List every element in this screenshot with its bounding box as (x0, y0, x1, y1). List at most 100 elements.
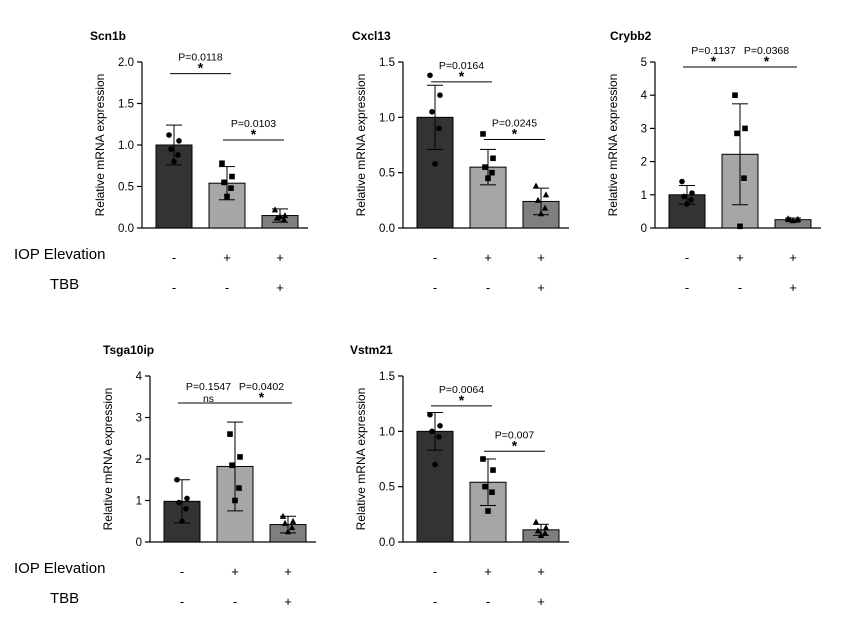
significance-label: * (459, 68, 465, 84)
data-point (490, 155, 496, 162)
data-point (742, 125, 748, 132)
y-tick-label: 1.5 (118, 99, 134, 111)
tbb-sign: + (537, 594, 545, 609)
significance-label: * (251, 126, 257, 142)
chart-title: Crybb2 (610, 29, 652, 43)
iop-sign: + (484, 564, 492, 579)
data-point (221, 179, 227, 186)
tbb-sign: + (789, 280, 797, 295)
iop-sign: + (284, 564, 292, 579)
y-tick-label: 0.5 (118, 182, 134, 194)
tbb-sign: - (685, 280, 689, 295)
y-tick-label: 1 (136, 496, 142, 508)
data-point (237, 454, 243, 460)
y-tick-label: 5 (641, 57, 647, 69)
significance-label: * (512, 437, 518, 453)
data-point (480, 131, 486, 137)
y-axis-label: Relative mRNA expression (101, 388, 115, 531)
data-point (227, 431, 233, 437)
data-point (490, 467, 496, 473)
p-value-label: P=0.007 (495, 429, 535, 441)
data-point (737, 223, 743, 230)
iop-sign: + (484, 250, 492, 265)
data-point (789, 217, 797, 224)
tbb-sign: - (233, 594, 237, 609)
p-value-label: P=0.1547 (186, 381, 231, 393)
tbb-sign: - (738, 280, 742, 295)
data-point (224, 193, 230, 200)
tbb-sign: - (486, 280, 490, 295)
y-tick-label: 1.5 (379, 371, 395, 383)
data-point (482, 164, 488, 170)
data-point (734, 130, 740, 137)
p-value-label: P=0.1137 (691, 45, 736, 57)
tbb-sign: - (433, 594, 437, 609)
p-value-label: P=0.0368 (744, 45, 789, 57)
significance-label: * (764, 53, 770, 69)
data-point (174, 476, 180, 483)
y-tick-label: 1.5 (379, 57, 395, 69)
data-point (176, 138, 182, 144)
data-point (279, 512, 287, 519)
tbb-sign: + (276, 280, 284, 295)
data-point (541, 204, 549, 211)
data-point (541, 529, 549, 536)
chart-tsga10ip: Tsga10ip Relative mRNA expression 0 1 2 3 4 - - +… (101, 343, 316, 609)
data-point (793, 216, 801, 223)
data-point (236, 485, 242, 491)
data-point (534, 527, 542, 534)
data-point (532, 182, 540, 189)
data-point (276, 212, 284, 219)
iop-sign: - (433, 250, 437, 265)
p-value-label: P=0.0245 (492, 117, 537, 129)
data-point (542, 524, 550, 531)
data-point (485, 508, 491, 514)
significance-label: * (198, 60, 204, 76)
significance-label: ns (203, 393, 214, 405)
tbb-sign: - (180, 594, 184, 609)
iop-elevation-label-bottom: IOP Elevation (14, 560, 105, 577)
tbb-sign: - (225, 280, 229, 295)
significance-label: * (459, 392, 465, 408)
iop-sign: - (433, 564, 437, 579)
data-point (175, 152, 181, 158)
data-point (427, 411, 433, 418)
data-point (228, 185, 234, 191)
y-axis-label: Relative mRNA expression (606, 74, 620, 217)
tbb-sign: + (284, 594, 292, 609)
data-point (184, 495, 190, 502)
data-point (271, 206, 279, 213)
data-point (427, 72, 433, 79)
data-point (432, 161, 438, 167)
tbb-label-top: TBB (50, 276, 79, 293)
y-tick-label: 0.0 (379, 537, 395, 549)
data-point (429, 428, 435, 435)
data-point (229, 462, 235, 469)
iop-sign: - (685, 250, 689, 265)
iop-sign: + (231, 564, 239, 579)
data-point (166, 132, 172, 138)
y-tick-label: 1.0 (379, 112, 395, 124)
data-point (741, 175, 747, 181)
data-point (219, 160, 225, 167)
iop-sign: - (180, 564, 184, 579)
iop-elevation-label-top: IOP Elevation (14, 246, 105, 263)
tbb-sign: - (433, 280, 437, 295)
y-axis-label: Relative mRNA expression (93, 74, 107, 217)
p-value-label: P=0.0103 (231, 118, 276, 130)
chart-vstm21: Vstm21 Relative mRNA expression 0.0 0.5 1.0 1… (350, 343, 569, 609)
data-point (436, 434, 442, 440)
data-point (229, 173, 235, 180)
data-point (489, 169, 495, 176)
data-point (281, 212, 289, 219)
data-point (480, 456, 486, 462)
data-point (681, 193, 687, 200)
tbb-sign: - (486, 594, 490, 609)
iop-sign: + (276, 250, 284, 265)
y-tick-label: 0 (136, 537, 142, 549)
tbb-sign: - (172, 280, 176, 295)
data-point (437, 423, 443, 429)
iop-sign: + (223, 250, 231, 265)
data-point (284, 528, 292, 535)
